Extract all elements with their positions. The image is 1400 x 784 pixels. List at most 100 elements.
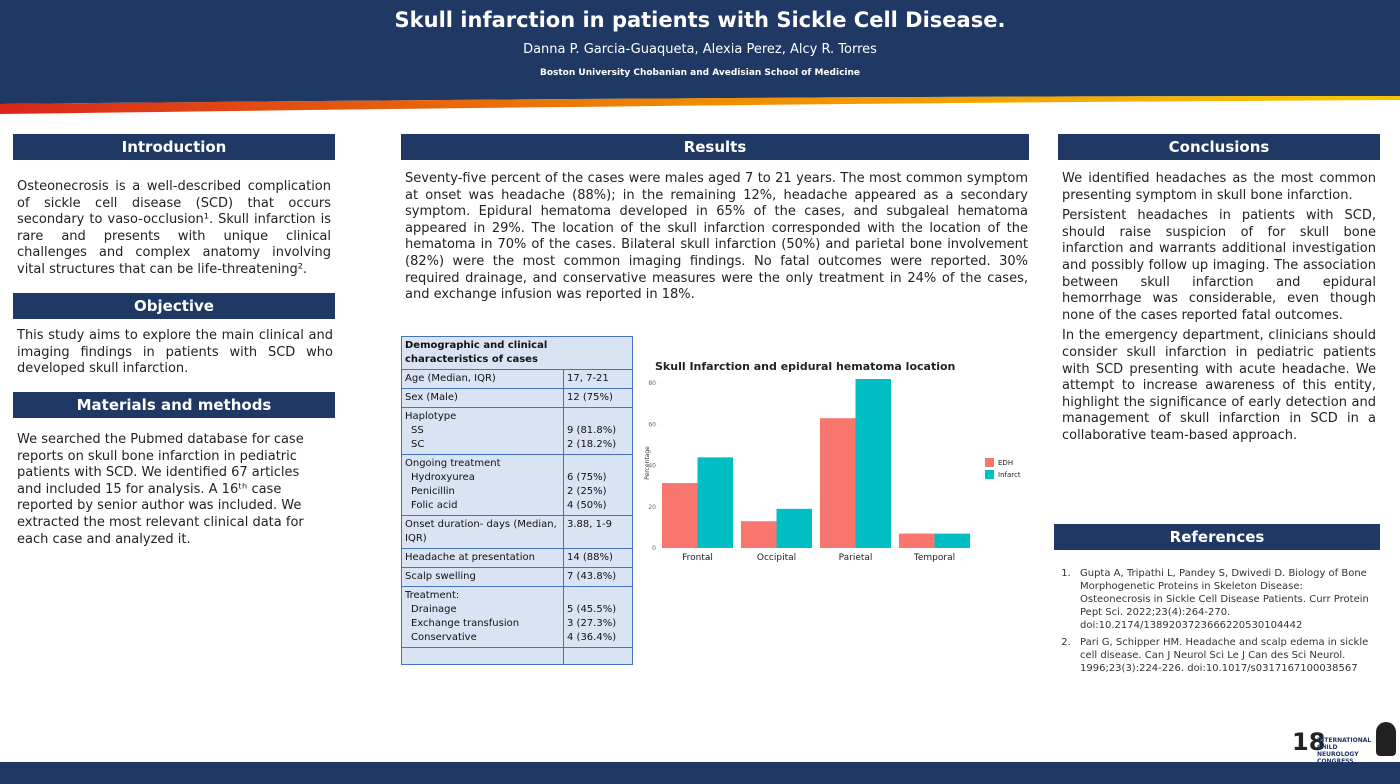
bar: [697, 457, 734, 548]
x-tick-label: Frontal: [682, 553, 713, 563]
section-heading: Introduction: [13, 134, 335, 160]
paragraph: We identified headaches as the most comm…: [1062, 171, 1376, 203]
title: Skull infarction in patients with Sickle…: [394, 8, 1006, 32]
table-cell: 14 (88%): [563, 548, 633, 568]
table-cell: 12 (75%): [563, 388, 633, 408]
table-cell: Ongoing treatment Hydroxyurea Penicillin Fo…: [401, 454, 564, 516]
item-value: 6 (75%): [567, 472, 607, 483]
characteristics-table: Demographic and clinical characteristics…: [401, 336, 633, 665]
item-value: 2 (25%): [567, 486, 607, 497]
item-label: Conservative: [411, 632, 477, 643]
item-value: 4 (50%): [567, 500, 607, 511]
table-cell: Haplotype SS SC: [401, 407, 564, 455]
bar: [740, 521, 777, 548]
y-tick-label: 40: [648, 463, 656, 470]
reference: Gupta A, Tripathi L, Pandey S, Dwivedi D…: [1074, 567, 1374, 632]
item-label: Folic acid: [411, 500, 458, 511]
paragraph: Persistent headaches in patients with SC…: [1062, 208, 1376, 323]
spacer: [567, 410, 629, 424]
bar: [855, 379, 892, 548]
bar-chart: Skull Infarction and epidural hematoma l…: [644, 360, 1021, 563]
row-value: 7 (43.8%): [567, 571, 617, 582]
y-tick-label: 0: [652, 545, 656, 552]
bar: [898, 533, 935, 548]
bar: [776, 508, 813, 548]
bar: [934, 533, 971, 548]
table-cell: [563, 647, 633, 665]
table-cell: Scalp swelling: [401, 567, 564, 587]
row-label: Ongoing treatment: [405, 458, 501, 469]
table-cell: 17, 7-21: [563, 369, 633, 389]
table-cell: Sex (Male): [401, 388, 564, 408]
reference-list: Gupta A, Tripathi L, Pandey S, Dwivedi D…: [1058, 567, 1374, 679]
table-title: Demographic and clinical characteristics…: [401, 336, 633, 370]
conclusions-text: We identified headaches as the most comm…: [1062, 171, 1376, 449]
row-label: Age (Median, IQR): [405, 373, 496, 384]
y-axis-label: Percentage: [644, 446, 651, 480]
y-tick-label: 20: [648, 504, 656, 511]
row-label: Headache at presentation: [405, 552, 535, 563]
row-label: Onset duration- days (Median, IQR): [405, 519, 557, 544]
item-label: SS: [411, 425, 424, 436]
item-value: 5 (45.5%): [567, 604, 617, 615]
table-cell: Age (Median, IQR): [401, 369, 564, 389]
bar: [661, 483, 698, 548]
paragraph: We searched the Pubmed database for case…: [17, 432, 304, 547]
table-row: Scalp swelling 7 (43.8%): [401, 567, 633, 587]
reference: Pari G, Schipper HM. Headache and scalp …: [1074, 636, 1374, 675]
item-label: Drainage: [411, 604, 457, 615]
row-value: 17, 7-21: [567, 373, 609, 384]
row-label: Haplotype: [405, 411, 457, 422]
chart-title: Skull Infarction and epidural hematoma l…: [655, 360, 955, 373]
paragraph: In the emergency department, clinicians …: [1062, 328, 1376, 443]
table-cell: [401, 647, 564, 665]
authors: Danna P. Garcia-Guaqueta, Alexia Perez, …: [523, 42, 877, 57]
logo-figure: [1376, 722, 1396, 756]
item-label: SC: [411, 439, 425, 450]
table-cell: Treatment: Drainage Exchange transfusion Co…: [401, 586, 564, 648]
table-row: Sex (Male) 12 (75%): [401, 388, 633, 408]
item-value: 9 (81.8%): [567, 425, 617, 436]
section-heading: Conclusions: [1058, 134, 1380, 160]
row-label: Sex (Male): [405, 392, 458, 403]
logo-text: INTERNATIONAL CHILD NEUROLOGY CONGRESS: [1317, 737, 1372, 765]
table-row: Demographic and clinical characteristics…: [401, 336, 633, 370]
footer-bar: [0, 762, 1400, 784]
table-row: Headache at presentation 14 (88%): [401, 548, 633, 568]
table-row: Treatment: Drainage Exchange transfusion Co…: [401, 586, 633, 648]
item-value: 2 (18.2%): [567, 439, 617, 450]
row-label: Treatment:: [405, 590, 460, 601]
table-cell: 3.88, 1-9: [563, 515, 633, 549]
item-label: Hydroxyurea: [411, 472, 475, 483]
table-row: Onset duration- days (Median, IQR) 3.88, …: [401, 515, 633, 549]
paragraph: This study aims to explore the main clin…: [17, 328, 333, 377]
row-label: Scalp swelling: [405, 571, 476, 582]
bar: [819, 418, 856, 548]
logo-number: 18: [1292, 728, 1326, 756]
legend-swatch: [985, 470, 994, 479]
x-tick-label: Parietal: [839, 553, 873, 563]
table-row: [401, 647, 633, 665]
row-value: 14 (88%): [567, 552, 613, 563]
section-heading: Materials and methods: [13, 392, 335, 418]
section-heading: References: [1054, 524, 1380, 550]
paragraph: Osteonecrosis is a well-described compli…: [17, 179, 331, 277]
legend-label: EDH: [998, 459, 1013, 467]
table-cell: 6 (75%) 2 (25%) 4 (50%): [563, 454, 633, 516]
spacer: [567, 457, 629, 471]
table-row: Age (Median, IQR) 17, 7-21: [401, 369, 633, 389]
paragraph: Seventy-five percent of the cases were m…: [405, 171, 1028, 303]
item-value: 4 (36.4%): [567, 632, 617, 643]
row-value: 3.88, 1-9: [567, 519, 612, 530]
x-tick-label: Occipital: [757, 553, 796, 563]
x-tick-label: Temporal: [913, 553, 955, 563]
table-cell: 5 (45.5%) 3 (27.3%) 4 (36.4%): [563, 586, 633, 648]
item-label: Exchange transfusion: [411, 618, 520, 629]
table-row: Ongoing treatment Hydroxyurea Penicillin Fo…: [401, 454, 633, 516]
table-cell: 7 (43.8%): [563, 567, 633, 587]
y-tick-label: 80: [648, 380, 656, 387]
affiliation: Boston University Chobanian and Avedisia…: [539, 68, 860, 78]
row-value: 12 (75%): [567, 392, 613, 403]
y-tick-label: 60: [648, 421, 656, 428]
